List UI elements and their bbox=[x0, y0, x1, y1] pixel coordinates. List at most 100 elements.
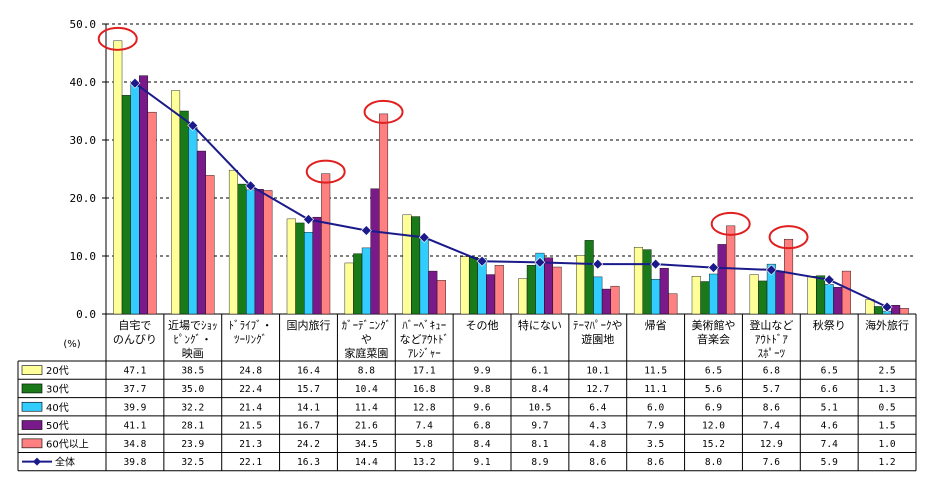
table-cell: 16.7 bbox=[297, 421, 320, 432]
category-label: ﾋﾟﾝｸﾞ・ bbox=[174, 333, 213, 346]
overall-point-9 bbox=[650, 258, 662, 270]
category-label: ﾄﾞﾗｲﾌﾞ・ bbox=[229, 319, 273, 332]
bar-20代-13 bbox=[865, 299, 875, 315]
category-label: 特にない bbox=[518, 318, 562, 332]
bar-40代-0 bbox=[130, 82, 140, 315]
category-label: 近場でｼｮｯ bbox=[168, 319, 218, 332]
bar-50代-6 bbox=[486, 274, 496, 315]
table-cell: 39.9 bbox=[123, 402, 146, 413]
table-cell: 6.1 bbox=[531, 366, 548, 377]
table-cell: 6.9 bbox=[705, 402, 722, 413]
table-cell: 24.2 bbox=[297, 439, 320, 450]
table-cell: 6.6 bbox=[821, 384, 838, 395]
table-cell: 47.1 bbox=[123, 366, 146, 377]
bar-50代-1 bbox=[196, 150, 206, 315]
highlight-circle bbox=[363, 99, 404, 124]
table-cell: 34.5 bbox=[355, 439, 378, 450]
table-cell: 7.4 bbox=[763, 421, 780, 432]
table-cell: 4.6 bbox=[821, 421, 838, 432]
table-cell: 8.9 bbox=[531, 457, 548, 468]
bar-20代-12 bbox=[807, 276, 817, 315]
table-cell: 8.1 bbox=[531, 439, 548, 450]
table-cell: 9.7 bbox=[531, 421, 548, 432]
highlight-circle bbox=[97, 26, 138, 51]
bar-40代-12 bbox=[824, 284, 834, 315]
bar-60代以上-11 bbox=[784, 238, 794, 315]
bar-30代-8 bbox=[584, 240, 594, 315]
overall-point-12 bbox=[823, 274, 835, 286]
bar-60代以上-7 bbox=[552, 266, 562, 315]
bar-60代以上-8 bbox=[610, 285, 620, 315]
category-label: ｽﾎﾟｰﾂ bbox=[758, 347, 786, 360]
table-cell: 16.4 bbox=[297, 366, 320, 377]
bar-20代-7 bbox=[518, 278, 528, 315]
table-cell: 22.1 bbox=[239, 457, 262, 468]
table-cell: 15.7 bbox=[297, 384, 320, 395]
bar-50代-7 bbox=[544, 257, 554, 315]
table-cell: 12.0 bbox=[702, 421, 725, 432]
category-label: その他 bbox=[466, 319, 499, 332]
legend-swatch bbox=[21, 420, 43, 430]
table-cell: 10.1 bbox=[586, 366, 609, 377]
table-cell: 11.5 bbox=[644, 366, 667, 377]
bar-40代-9 bbox=[651, 279, 661, 315]
overall-line-path bbox=[134, 82, 888, 308]
bar-60代以上-6 bbox=[494, 265, 504, 315]
category-label: ｱﾚｼﾞｬｰ bbox=[408, 347, 441, 360]
table-cell: 1.0 bbox=[878, 439, 895, 450]
category-label: 音楽会 bbox=[697, 332, 730, 346]
bar-50代-3 bbox=[312, 216, 322, 315]
table-cell: 39.8 bbox=[123, 457, 146, 468]
bar-30代-1 bbox=[179, 110, 189, 315]
table-cell: 10.5 bbox=[528, 402, 551, 413]
table-cell: 8.6 bbox=[647, 457, 664, 468]
bar-60代以上-12 bbox=[841, 270, 851, 315]
bar-60代以上-0 bbox=[147, 111, 157, 315]
bar-50代-0 bbox=[139, 75, 149, 315]
bar-20代-10 bbox=[691, 276, 701, 315]
overall-point-0 bbox=[129, 77, 141, 89]
table-cell: 15.2 bbox=[702, 439, 725, 450]
table-cell: 5.8 bbox=[416, 439, 433, 450]
table-cell: 8.6 bbox=[589, 457, 606, 468]
table-cell: 32.2 bbox=[181, 402, 204, 413]
highlight-circle bbox=[768, 225, 809, 250]
category-label: 映画 bbox=[182, 347, 204, 360]
bar-20代-6 bbox=[460, 256, 470, 315]
table-cell: 5.7 bbox=[763, 384, 780, 395]
bar-30代-12 bbox=[816, 275, 826, 315]
table-cell: 21.4 bbox=[239, 402, 262, 413]
legend-swatch bbox=[21, 438, 43, 449]
table-cell: 1.2 bbox=[878, 457, 895, 468]
table-cell: 21.6 bbox=[355, 421, 378, 432]
bar-20代-2 bbox=[228, 169, 238, 315]
table-cell: 9.6 bbox=[473, 402, 490, 413]
legend-label: 全体 bbox=[55, 456, 75, 469]
y-tick-label: 30.0 bbox=[70, 134, 97, 147]
table-cell: 12.8 bbox=[413, 402, 436, 413]
category-label: 美術館や bbox=[692, 318, 736, 332]
bar-40代-3 bbox=[304, 232, 314, 315]
table-cell: 12.9 bbox=[760, 439, 783, 450]
bar-30代-11 bbox=[758, 280, 768, 315]
bar-50代-13 bbox=[891, 305, 901, 315]
table-cell: 28.1 bbox=[181, 421, 204, 432]
table-cell: 4.3 bbox=[589, 421, 606, 432]
unit-label: (%) bbox=[63, 339, 80, 350]
table-cell: 6.5 bbox=[705, 366, 722, 377]
bar-60代以上-2 bbox=[263, 190, 273, 315]
category-label: 自宅で bbox=[118, 318, 151, 332]
bar-30代-4 bbox=[353, 253, 363, 315]
bar-60代以上-4 bbox=[379, 113, 389, 315]
table-cell: 6.4 bbox=[589, 402, 606, 413]
bar-50代-9 bbox=[659, 267, 669, 315]
table-cell: 37.7 bbox=[123, 384, 146, 395]
table-cell: 9.9 bbox=[473, 366, 490, 377]
bar-40代-1 bbox=[188, 127, 198, 315]
table-cell: 9.1 bbox=[473, 457, 490, 468]
table-cell: 5.9 bbox=[821, 457, 838, 468]
table-cell: 8.8 bbox=[358, 366, 375, 377]
bar-50代-5 bbox=[428, 270, 438, 315]
table-cell: 3.5 bbox=[647, 439, 664, 450]
legend-label: 30代 bbox=[46, 383, 69, 395]
